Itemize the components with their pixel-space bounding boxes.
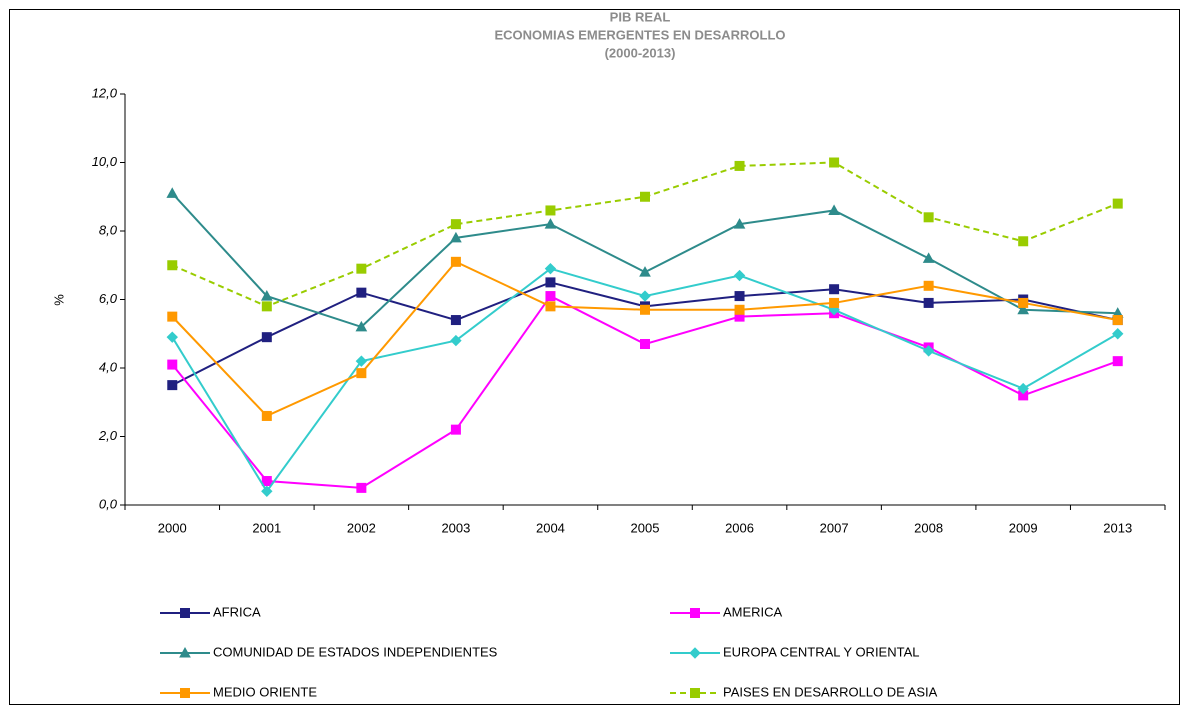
data-point — [734, 160, 745, 171]
data-point — [167, 359, 178, 370]
legend-label: MEDIO ORIENTE — [213, 684, 317, 699]
x-tick-label: 2013 — [1103, 520, 1132, 535]
data-point — [356, 263, 367, 274]
legend-label: AMERICA — [723, 604, 783, 619]
data-point — [545, 277, 556, 288]
data-point — [1017, 382, 1029, 395]
data-point — [355, 355, 368, 367]
data-point — [828, 204, 840, 215]
data-point — [166, 331, 178, 343]
data-point — [356, 368, 367, 379]
x-tick-label: 2002 — [347, 520, 376, 535]
data-point — [1112, 198, 1123, 209]
legend-marker — [180, 608, 190, 618]
x-tick-label: 2006 — [725, 520, 754, 535]
x-tick-label: 2005 — [631, 520, 660, 535]
data-point — [545, 205, 556, 216]
y-tick-label: 10,0 — [92, 154, 118, 169]
data-point — [544, 262, 557, 275]
data-point — [450, 219, 461, 230]
data-point — [261, 301, 272, 312]
data-point — [261, 332, 272, 343]
data-point — [923, 297, 934, 308]
y-tick-label: 8,0 — [99, 222, 118, 237]
x-tick-label: 2009 — [1009, 520, 1038, 535]
data-point — [1112, 356, 1123, 367]
data-point — [922, 252, 935, 263]
legend-label: EUROPA CENTRAL Y ORIENTAL — [723, 644, 920, 659]
data-point — [640, 339, 650, 350]
data-point — [639, 290, 651, 302]
legend-marker — [179, 646, 191, 658]
data-point — [734, 291, 745, 302]
data-point — [923, 280, 934, 291]
legend-marker — [689, 647, 701, 659]
data-point — [450, 231, 462, 243]
data-point — [733, 269, 746, 282]
data-point — [450, 424, 461, 435]
y-tick-label: 6,0 — [99, 291, 118, 306]
data-point — [356, 287, 367, 298]
data-point — [640, 304, 650, 315]
data-point — [829, 297, 840, 308]
data-point — [1112, 328, 1124, 340]
data-point — [733, 218, 746, 229]
x-tick-label: 2000 — [158, 520, 187, 535]
y-axis-label: % — [51, 294, 66, 306]
x-tick-label: 2001 — [252, 520, 281, 535]
y-tick-label: 12,0 — [92, 85, 118, 100]
x-tick-label: 2007 — [820, 520, 849, 535]
legend-label: PAISES EN DESARROLLO DE ASIA — [723, 684, 938, 699]
data-point — [829, 157, 840, 168]
data-point — [167, 380, 178, 391]
data-point — [545, 301, 556, 312]
data-point — [261, 476, 272, 487]
data-point — [355, 320, 368, 332]
data-point — [260, 290, 273, 301]
data-point — [167, 311, 178, 322]
legend-label: COMUNIDAD DE ESTADOS INDEPENDIENTES — [213, 644, 498, 659]
chart-title: (2000-2013) — [605, 45, 676, 60]
x-tick-label: 2004 — [536, 520, 565, 535]
y-tick-label: 4,0 — [99, 359, 118, 374]
chart-title: ECONOMIAS EMERGENTES EN DESARROLLO — [494, 27, 785, 42]
data-point — [923, 212, 934, 223]
data-point — [450, 334, 462, 347]
data-point — [450, 315, 461, 326]
data-point — [261, 485, 273, 498]
data-point — [1018, 236, 1029, 247]
data-point — [1017, 303, 1030, 315]
legend-marker — [690, 688, 700, 698]
data-point — [545, 291, 556, 302]
data-point — [734, 304, 745, 315]
legend-label: AFRICA — [213, 604, 261, 619]
data-point — [166, 187, 179, 198]
chart-title: PIB REAL — [610, 9, 671, 24]
y-tick-label: 2,0 — [98, 428, 118, 443]
data-point — [829, 284, 840, 295]
data-point — [450, 256, 461, 267]
data-point — [922, 345, 935, 357]
legend-marker — [180, 688, 190, 698]
x-tick-label: 2008 — [914, 520, 943, 535]
data-point — [167, 260, 178, 271]
data-point — [640, 191, 650, 202]
data-point — [1018, 297, 1029, 308]
data-point — [261, 410, 272, 421]
data-point — [544, 218, 557, 229]
chart-frame — [9, 9, 1180, 705]
y-tick-label: 0,0 — [99, 496, 118, 511]
data-point — [639, 266, 651, 277]
data-point — [356, 482, 367, 493]
data-point — [1112, 315, 1123, 326]
legend-marker — [690, 608, 700, 618]
x-tick-label: 2003 — [441, 520, 470, 535]
